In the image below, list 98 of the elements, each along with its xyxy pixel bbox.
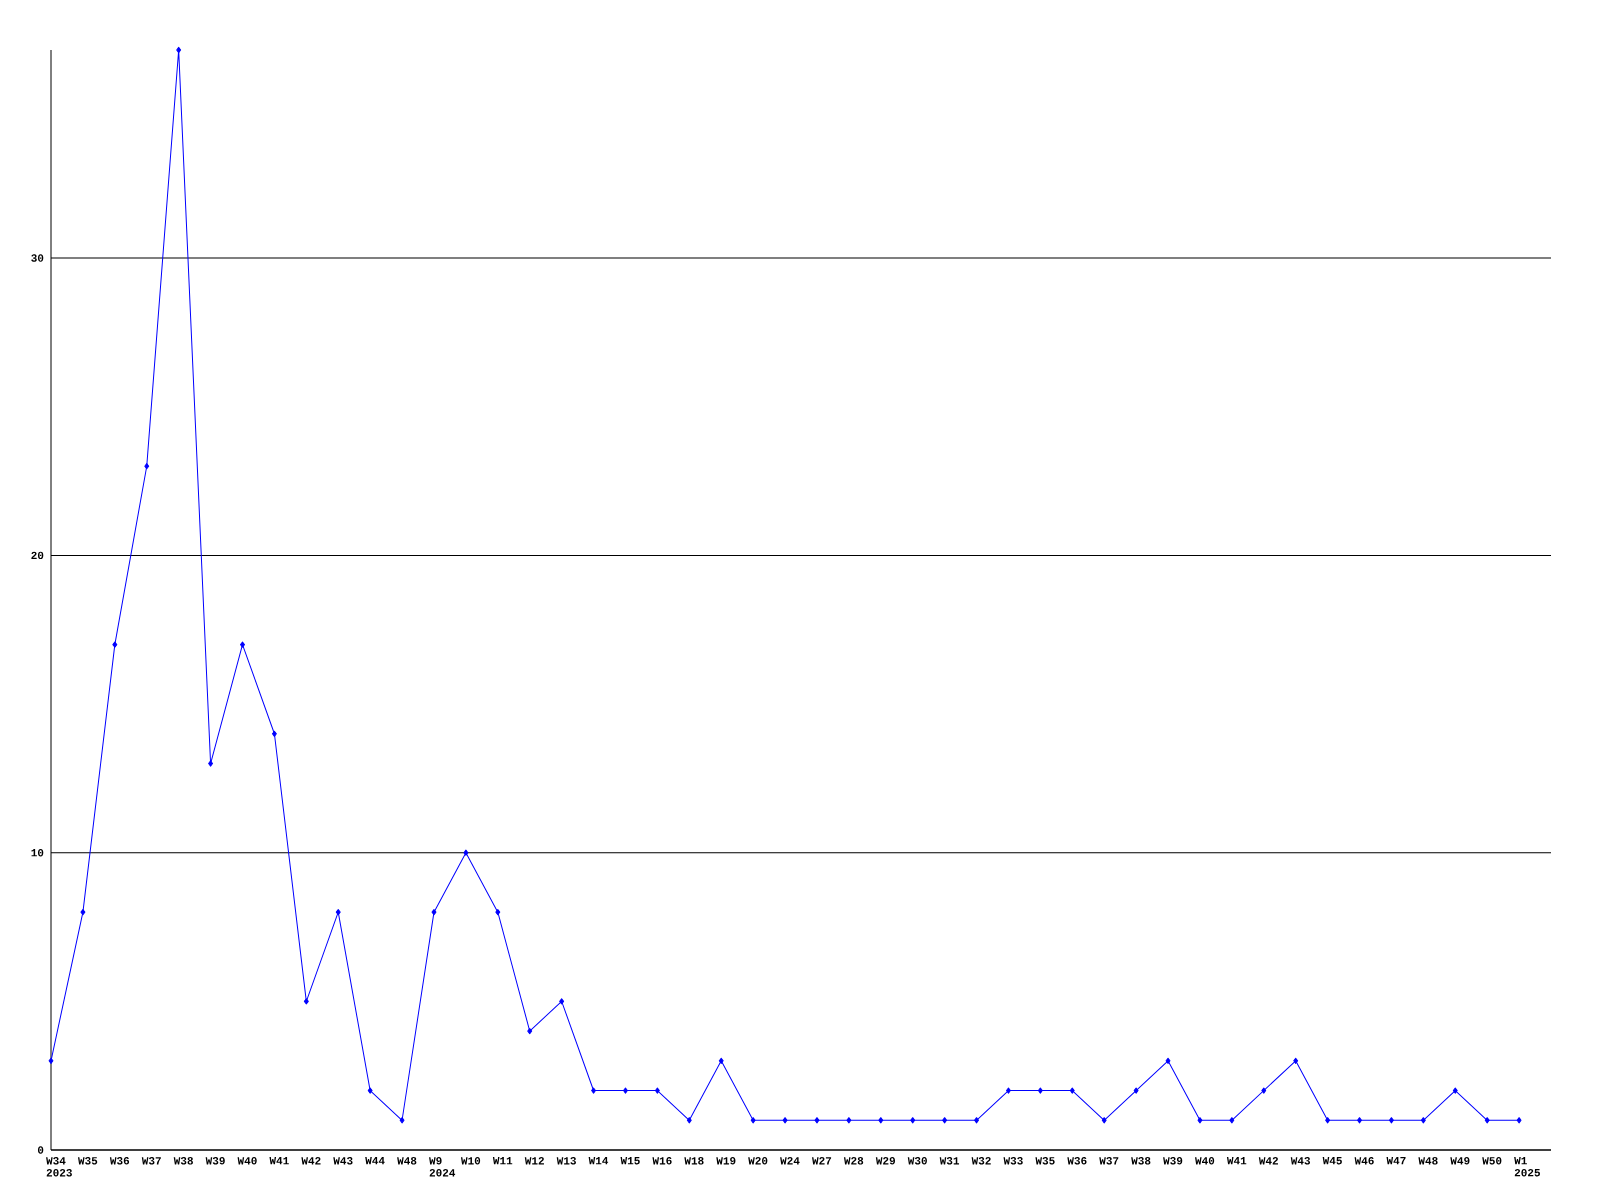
- point: [271, 730, 277, 737]
- point: [1069, 1087, 1075, 1094]
- point: [240, 641, 245, 648]
- x-tick-label: W37: [1099, 1157, 1119, 1165]
- point: [1101, 1117, 1107, 1124]
- x-tick-label: W24: [780, 1157, 800, 1165]
- point: [367, 1087, 373, 1094]
- point: [942, 1117, 948, 1124]
- x-tick-label: W40: [237, 1157, 257, 1165]
- point: [527, 1027, 533, 1035]
- point: [1037, 1087, 1043, 1094]
- y-tick-label: 10: [31, 848, 44, 857]
- x-tick-label: W44: [365, 1157, 385, 1165]
- x-tick-label: W15: [620, 1157, 640, 1165]
- x-tick-label: W1 2025: [1514, 1157, 1540, 1177]
- x-tick-label: W35: [1035, 1157, 1055, 1165]
- x-tick-label: W47: [1386, 1157, 1406, 1165]
- point: [1388, 1117, 1394, 1124]
- point: [399, 1117, 405, 1124]
- x-tick-label: W48: [397, 1157, 417, 1165]
- x-tick-label: W38: [173, 1157, 193, 1165]
- x-tick-label: W31: [939, 1157, 960, 1165]
- x-tick-label: W48: [1418, 1157, 1438, 1165]
- x-tick-label: W27: [812, 1157, 832, 1165]
- x-tick-label: W20: [748, 1157, 768, 1165]
- point: [591, 1087, 597, 1094]
- x-tick-label: W29: [875, 1157, 896, 1165]
- point: [495, 909, 501, 916]
- x-tick-label: W11: [492, 1157, 513, 1165]
- x-tick-label: W35: [77, 1157, 98, 1165]
- x-tick-label: W46: [1354, 1157, 1374, 1165]
- x-tick-label: W32: [971, 1157, 991, 1165]
- x-tick-label: W43: [333, 1157, 353, 1165]
- point: [750, 1117, 756, 1124]
- point: [1006, 1087, 1011, 1094]
- point: [782, 1117, 788, 1124]
- point: [1197, 1117, 1203, 1124]
- point: [80, 909, 86, 916]
- x-tick-label: W13: [556, 1157, 576, 1165]
- point: [1133, 1087, 1139, 1094]
- x-tick-label: W42: [301, 1157, 321, 1165]
- x-tick-label: W19: [716, 1157, 736, 1165]
- point: [48, 1057, 54, 1064]
- point: [974, 1117, 979, 1124]
- point: [910, 1117, 916, 1124]
- point: [1229, 1117, 1235, 1124]
- x-tick-label: W39: [1163, 1157, 1183, 1165]
- x-tick-label: W34 2023: [46, 1157, 72, 1177]
- point: [1325, 1117, 1331, 1124]
- x-tick-label: W45: [1322, 1157, 1342, 1165]
- point: [208, 760, 214, 767]
- x-tick-label: W33: [1003, 1157, 1023, 1165]
- x-tick-label: W41: [1226, 1157, 1247, 1165]
- point: [1165, 1057, 1171, 1064]
- x-tick-label: W36: [1067, 1157, 1087, 1165]
- x-tick-label: W40: [1195, 1157, 1215, 1165]
- y-tick-label: 0: [37, 1146, 44, 1154]
- point: [1484, 1117, 1490, 1124]
- x-tick-label: W10: [460, 1157, 481, 1165]
- point: [1293, 1057, 1299, 1064]
- x-tick-label: W36: [109, 1157, 130, 1165]
- x-tick-label: W37: [141, 1157, 161, 1165]
- x-tick-label: W50: [1482, 1157, 1502, 1165]
- point: [431, 909, 437, 916]
- point: [1516, 1117, 1522, 1124]
- point: [878, 1117, 884, 1124]
- x-tick-label: W9 2024: [429, 1157, 456, 1177]
- x-tick-label: W43: [1290, 1157, 1311, 1165]
- x-tick-label: W12: [524, 1157, 544, 1165]
- point: [303, 998, 309, 1005]
- x-tick-label: W28: [843, 1157, 864, 1165]
- x-tick-label: W42: [1258, 1157, 1278, 1165]
- point: [814, 1117, 820, 1124]
- x-tick-label: W18: [684, 1157, 704, 1165]
- point: [463, 849, 469, 856]
- point: [1261, 1087, 1267, 1094]
- point: [846, 1117, 852, 1124]
- x-tick-label: W39: [205, 1157, 225, 1165]
- point: [559, 998, 565, 1005]
- point: [623, 1087, 628, 1094]
- point: [1452, 1087, 1458, 1094]
- point: [718, 1057, 724, 1064]
- x-tick-label: W38: [1131, 1157, 1151, 1165]
- y-tick-label: 30: [31, 254, 44, 262]
- point: [1420, 1117, 1426, 1124]
- point: [1357, 1117, 1362, 1124]
- point: [144, 463, 150, 470]
- point: [176, 46, 182, 54]
- x-tick-label: W49: [1450, 1157, 1470, 1165]
- point: [686, 1117, 692, 1124]
- point: [112, 641, 118, 648]
- x-tick-label: W41: [269, 1157, 289, 1165]
- point: [335, 909, 341, 916]
- point: [654, 1087, 660, 1094]
- y-tick-label: 20: [31, 551, 44, 560]
- x-tick-label: W30: [907, 1157, 927, 1165]
- x-tick-label: W16: [652, 1157, 672, 1165]
- x-tick-label: W14: [588, 1157, 609, 1165]
